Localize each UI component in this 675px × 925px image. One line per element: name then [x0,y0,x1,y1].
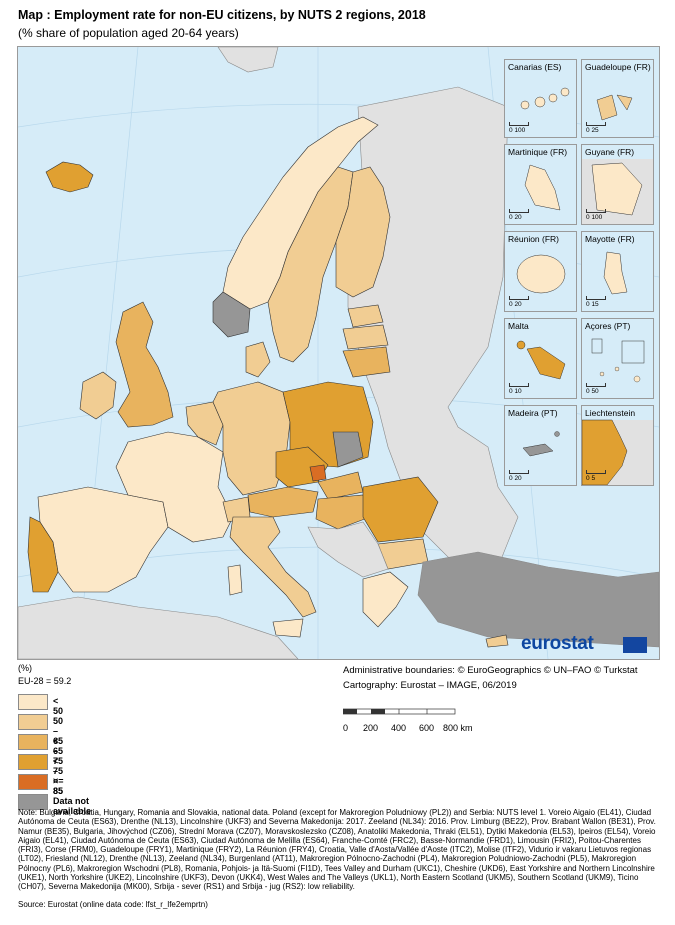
inset-canarias: Canarias (ES) 0 100 [504,59,577,138]
inset-mayotte: Mayotte (FR) 0 15 [581,231,654,312]
source: Source: Eurostat (online data code: lfst… [18,900,208,909]
czechia-high [309,464,327,482]
inset-label: Malta [508,321,529,331]
inset-label: Réunion (FR) [508,234,560,244]
inset-label: Guyane (FR) [585,147,635,157]
scale-tick: 200 [363,723,378,733]
scale-tick: 600 [419,723,434,733]
credits-cartography: Cartography: Eurostat – IMAGE, 06/2019 [343,680,517,691]
inset-madeira: Madeira (PT) 0 20 [504,405,577,486]
portugal [27,516,59,593]
legend-swatch [18,794,48,810]
inset-reunion: Réunion (FR) 0 20 [504,231,577,312]
guadeloupe-shape [596,94,633,121]
inset-scale: 0 25 [586,122,606,134]
norway-south [212,291,251,338]
scale-tick: 0 [343,723,348,733]
inset-scale: 0 100 [586,209,606,221]
sweden [267,166,354,363]
inset-acores: Açores (PT) 0 50 [581,318,654,399]
hungary [315,494,371,530]
iceland [45,161,94,193]
scale-tick: 800 km [443,723,473,733]
estonia [347,304,384,328]
turkey [417,551,659,648]
legend-swatch [18,774,48,790]
great-britain [115,301,174,428]
map-title: Map : Employment rate for non-EU citizen… [18,8,426,22]
inset-liechtenstein: Liechtenstein 0 5 [581,405,654,486]
mayotte-shape [603,251,628,295]
denmark [245,341,271,378]
inset-label: Mayotte (FR) [585,234,635,244]
legend-swatch [18,694,48,710]
legend-unit: (%) [18,663,32,673]
western-balkans [307,521,389,578]
madeira-shape [522,431,560,457]
ireland [79,371,117,420]
malta-shape [516,340,566,380]
credits: Administrative boundaries: © EuroGeograp… [343,663,638,693]
scale-bar: 0 200 400 600 800 km [343,708,473,733]
reunion-shape [516,254,566,294]
inset-label: Martinique (FR) [508,147,568,157]
inset-label: Liechtenstein [585,408,636,418]
inset-scale: 0 10 [509,383,529,395]
latvia [342,324,389,350]
inset-guadeloupe: Guadeloupe (FR) 0 25 [581,59,654,138]
inset-label: Madeira (PT) [508,408,558,418]
poland-pl2 [332,431,364,468]
inset-scale: 0 50 [586,383,606,395]
eurostat-logo: eurostat [521,633,647,655]
main-map: Canarias (ES) 0 100 Guadeloupe (FR) 0 25… [17,46,660,660]
germany [212,381,291,496]
acores-shape [591,338,645,383]
italy [229,516,317,618]
legend-eu-average: EU-28 = 59.2 [18,676,72,686]
inset-label: Canarias (ES) [508,62,562,72]
finland [335,166,391,298]
eu-flag-icon [623,637,647,653]
inset-scale: 0 20 [509,296,529,308]
inset-label: Açores (PT) [585,321,631,331]
spain [37,486,169,593]
legend-swatch [18,754,48,770]
martinique-shape [524,164,561,211]
cyprus [485,634,509,648]
inset-malta: Malta 0 10 [504,318,577,399]
map-subtitle: (% share of population aged 20-64 years) [18,26,239,40]
inset-scale: 0 5 [586,470,606,482]
inset-scale: 0 100 [509,122,529,134]
inset-martinique: Martinique (FR) 0 20 [504,144,577,225]
credits-boundaries: Administrative boundaries: © EuroGeograp… [343,665,638,676]
guyane-shape [582,159,653,224]
non-eu-land [18,47,519,659]
liechtenstein-shape [582,419,653,485]
europe-map-svg [18,47,659,659]
legend-swatch [18,734,48,750]
inset-scale: 0 20 [509,209,529,221]
greece [362,571,409,628]
inset-label: Guadeloupe (FR) [585,62,651,72]
scale-tick: 400 [391,723,406,733]
romania [362,476,439,543]
inset-scale: 0 20 [509,470,529,482]
legend-swatch [18,714,48,730]
sardinia [227,564,243,596]
canarias-shape [520,87,570,110]
austria [247,486,319,518]
inset-scale: 0 15 [586,296,606,308]
lithuania [342,346,391,378]
sicily [272,618,304,638]
inset-guyane: Guyane (FR) 0 100 [581,144,654,225]
footnote: Note: Bulgaria, Croatia, Hungary, Romani… [18,808,656,892]
